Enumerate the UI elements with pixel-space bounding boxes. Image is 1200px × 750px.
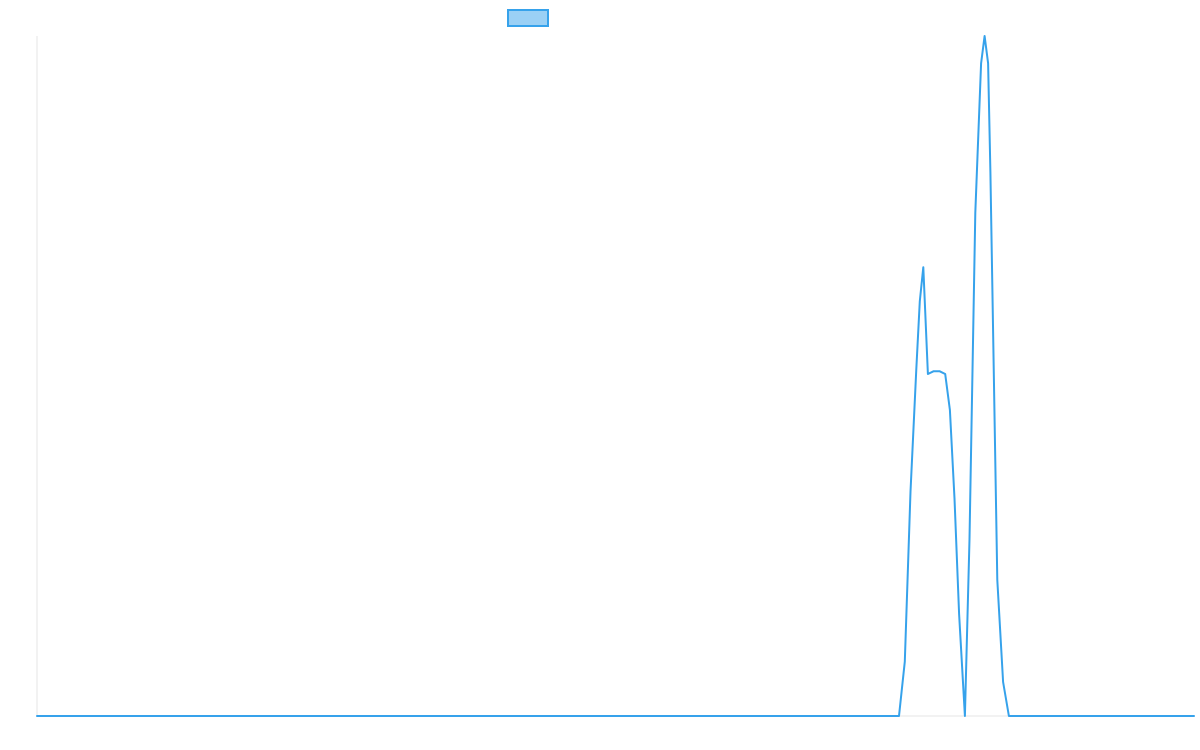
legend-swatch bbox=[507, 9, 549, 27]
series-line-0 bbox=[36, 35, 1195, 717]
